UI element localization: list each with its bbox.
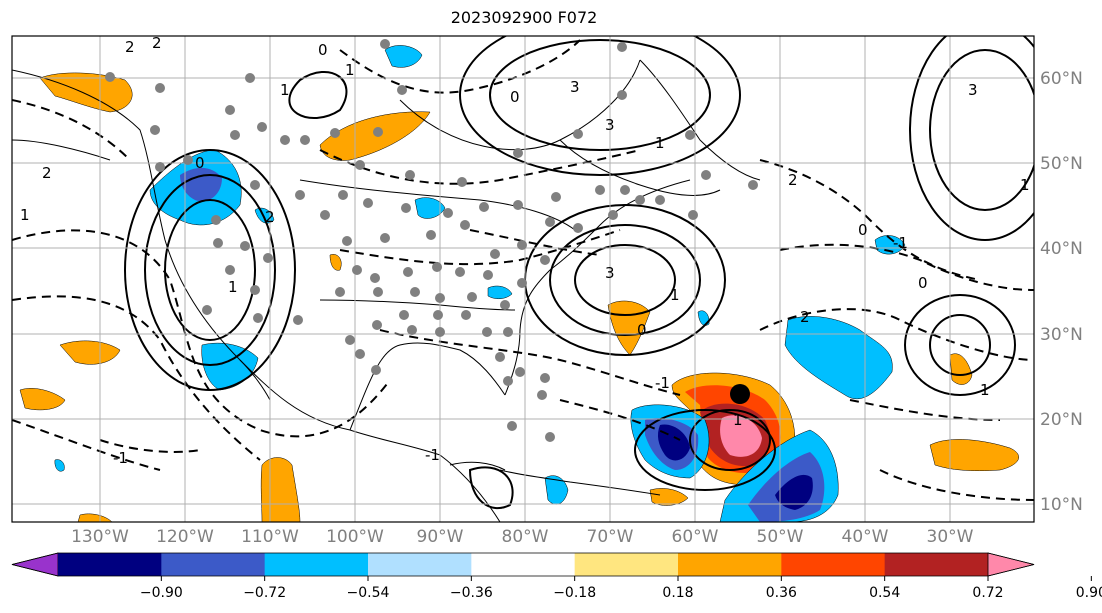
lat-label: 20°N — [1040, 410, 1083, 430]
contour-label: 0 — [510, 88, 520, 106]
contour-label: 1 — [20, 206, 30, 224]
latitude-labels: 60°N 50°N 40°N 30°N 20°N 10°N — [1040, 69, 1083, 515]
colorbar-segment — [58, 553, 162, 576]
colorbar-tick-label: −0.36 — [450, 585, 493, 601]
contour-label: 3 — [605, 264, 615, 282]
contour-label: 0 — [195, 154, 205, 172]
lat-label: 10°N — [1040, 495, 1083, 515]
contour-label: 2 — [152, 34, 162, 52]
lon-label: 60°W — [672, 527, 719, 547]
contour-label: 2 — [265, 208, 275, 226]
colorbar-frame — [11, 552, 1035, 577]
longitude-labels: 130°W 120°W 110°W 100°W 90°W 80°W 70°W 6… — [71, 527, 974, 547]
contour-lines — [124, 36, 1034, 510]
anomaly-fills — [19, 45, 1019, 522]
contour-labels: 2 2 0 1 1 0 3 3 1 2 0 2 1 -1 1 3 1 2 0 3… — [20, 34, 1030, 467]
contour-label: 3 — [605, 116, 615, 134]
storm-center-marker — [730, 384, 750, 404]
colorbar-segment — [161, 553, 266, 576]
colorbar-tick-label: −0.72 — [243, 585, 286, 601]
lon-label: 110°W — [241, 527, 299, 547]
colorbar-tick-label: −0.54 — [347, 585, 390, 601]
contour-label: 0 — [918, 274, 928, 292]
colorbar-tick-label: −0.90 — [140, 585, 183, 601]
lat-label: 60°N — [1040, 69, 1083, 89]
map-title: 2023092900 F072 — [450, 8, 598, 27]
contour-label: 3 — [968, 81, 978, 99]
colorbar-tick-label: 0.90 — [1076, 585, 1102, 601]
contour-label: 1 — [980, 381, 990, 399]
colorbar-segment — [368, 553, 472, 576]
contour-label: 2 — [800, 308, 810, 326]
contour-label: 1 — [228, 278, 238, 296]
contour-label: -1 — [425, 446, 440, 464]
colorbar-extend-low — [11, 552, 59, 577]
contour-lines-dashed — [12, 39, 1034, 501]
lat-label: 30°N — [1040, 325, 1083, 345]
colorbar-segment — [574, 553, 679, 576]
lon-label: 40°W — [842, 527, 889, 547]
colorbar-segment — [678, 553, 782, 576]
lon-label: 100°W — [326, 527, 384, 547]
lon-label: 70°W — [587, 527, 634, 547]
station-dots — [105, 39, 758, 442]
colorbar — [11, 552, 1035, 577]
contour-label: 2 — [42, 164, 52, 182]
colorbar-segment — [471, 553, 576, 576]
colorbar-tick-label: 0.18 — [662, 585, 693, 601]
colorbar-labels: −0.90 −0.72 −0.54 −0.36 −0.18 0.18 0.36 0.54 0.7… — [140, 576, 1102, 601]
colorbar-segment — [781, 553, 886, 576]
contour-label: 3 — [570, 78, 580, 96]
contour-label: 1 — [733, 411, 743, 429]
colorbar-segment — [884, 553, 989, 576]
contour-label: 1 — [280, 81, 290, 99]
contour-label: 0 — [637, 321, 647, 339]
lon-label: 130°W — [71, 527, 129, 547]
colorbar-segment — [264, 553, 369, 576]
lon-label: 90°W — [417, 527, 464, 547]
contour-label: 1 — [1020, 176, 1030, 194]
lat-label: 50°N — [1040, 154, 1083, 174]
colorbar-tick-label: 0.36 — [766, 585, 797, 601]
contour-label: -1 — [113, 449, 128, 467]
colorbar-extend-high — [987, 552, 1035, 577]
lon-label: 50°W — [757, 527, 804, 547]
lat-label: 40°N — [1040, 239, 1083, 259]
lon-label: 30°W — [927, 527, 974, 547]
lon-label: 120°W — [156, 527, 214, 547]
contour-label: 2 — [125, 38, 135, 56]
colorbar-tick-label: −0.18 — [553, 585, 596, 601]
contour-label: 0 — [318, 41, 328, 59]
contour-label: -1 — [893, 234, 908, 252]
lon-label: 80°W — [502, 527, 549, 547]
colorbar-tick-label: 0.54 — [869, 585, 900, 601]
contour-label: 1 — [655, 134, 665, 152]
contour-label: 2 — [788, 171, 798, 189]
colorbar-tick-label: 0.72 — [972, 585, 1003, 601]
contour-label: 1 — [345, 61, 355, 79]
contour-label: 1 — [670, 286, 680, 304]
contour-label: -1 — [655, 374, 670, 392]
map-frame — [11, 35, 1035, 523]
contour-label: 0 — [858, 221, 868, 239]
